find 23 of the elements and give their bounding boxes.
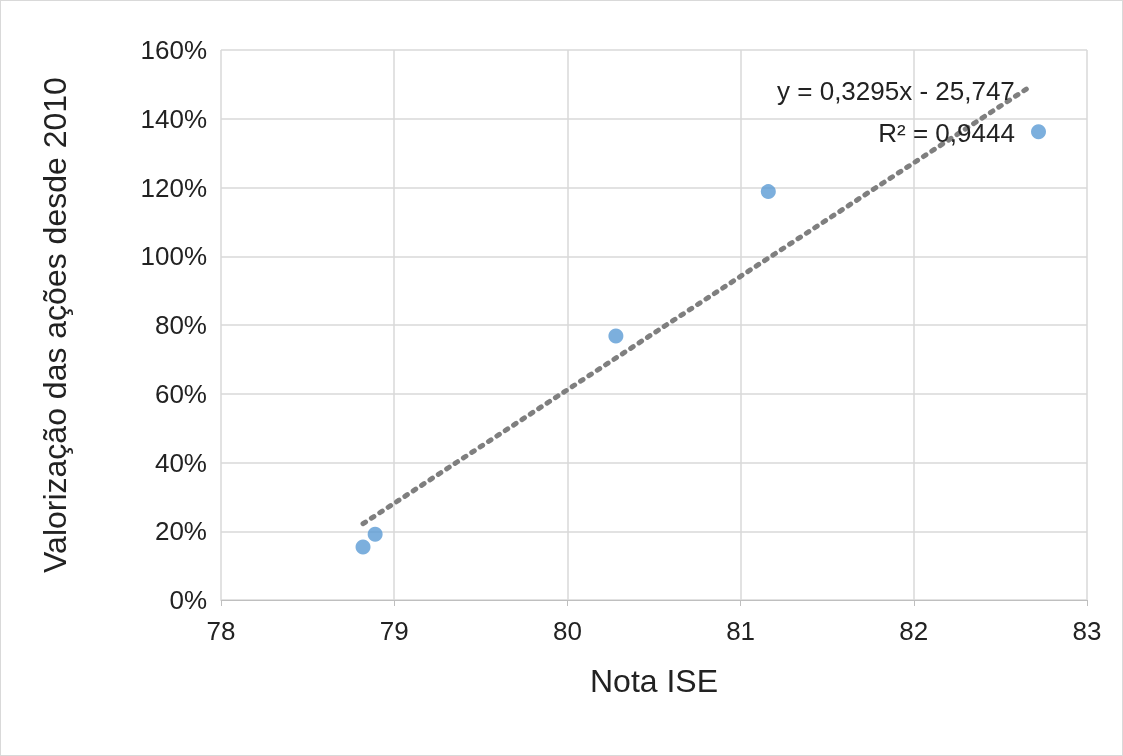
- y-tick-label: 160%: [140, 35, 207, 65]
- point: [760, 184, 776, 200]
- x-tick-label: 79: [379, 616, 409, 646]
- y-tick-label: 100%: [140, 241, 207, 272]
- x-tick-label: 80: [552, 616, 582, 646]
- y-tick-label: 140%: [140, 103, 207, 134]
- x-tick-label: 83: [1072, 616, 1102, 646]
- y-tick-label: 80%: [154, 310, 207, 340]
- y-axis-title: Valorização das ações desde 2010: [37, 77, 73, 573]
- x-tick-label: 78: [206, 616, 236, 646]
- x-tick-label: 82: [899, 616, 929, 646]
- point: [608, 328, 624, 344]
- point: [1031, 124, 1046, 140]
- annotation: y = 0,3295x - 25,747: [777, 75, 1015, 106]
- y-tick-label: 60%: [154, 378, 207, 409]
- x-axis-title: Nota ISE: [589, 663, 719, 699]
- y-tick-label: 0%: [169, 585, 207, 615]
- y-tick-label: 120%: [140, 172, 207, 203]
- point: [367, 526, 383, 542]
- point: [355, 539, 371, 555]
- x-tick-label: 81: [726, 616, 756, 646]
- y-tick-label: 40%: [154, 447, 207, 478]
- y-tick-label: 20%: [154, 516, 207, 547]
